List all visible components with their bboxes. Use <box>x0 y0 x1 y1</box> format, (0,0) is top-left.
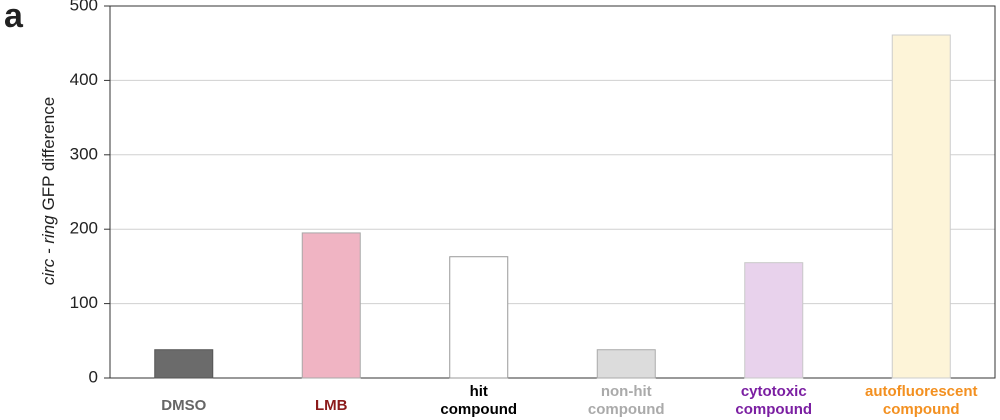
y-label-italic: circ - ring <box>39 215 58 285</box>
bar <box>744 262 804 379</box>
x-tick-label: hit compound <box>440 383 517 418</box>
x-tick-label-line: compound <box>735 401 812 418</box>
x-tick-label-line: compound <box>440 401 517 418</box>
x-tick-label-line: DMSO <box>161 397 206 414</box>
y-tick-label: 300 <box>70 144 98 163</box>
y-axis-label: circ - ring GFP difference <box>39 97 58 285</box>
y-tick-label: 200 <box>70 219 98 238</box>
bar <box>154 349 214 379</box>
x-tick-label-line: non-hit <box>601 383 652 400</box>
bar <box>449 256 509 379</box>
y-tick-label: 100 <box>70 293 98 312</box>
x-tick-label: non-hit compound <box>588 383 665 418</box>
x-tick-label-line: compound <box>588 401 665 418</box>
x-tick-label-line: cytotoxic <box>741 383 807 400</box>
x-tick-label-line: LMB <box>315 397 348 414</box>
x-tick-label-line: compound <box>883 401 960 418</box>
bar <box>596 349 656 379</box>
x-tick-label: LMB <box>315 397 348 414</box>
x-tick-label: cytotoxic compound <box>735 383 812 418</box>
x-tick-label: autofluorescent compound <box>865 383 978 418</box>
bar <box>891 34 951 379</box>
y-tick-label: 400 <box>70 70 98 89</box>
panel-label: a <box>4 0 24 35</box>
x-tick-label: DMSO <box>161 397 206 414</box>
plot-frame <box>109 5 996 379</box>
x-tick-label-line: hit <box>470 383 488 400</box>
y-tick-label: 500 <box>70 0 98 14</box>
y-label: GFP difference <box>39 97 58 211</box>
x-tick-label-line: autofluorescent <box>865 383 978 400</box>
bar <box>301 232 361 379</box>
y-tick-label: 0 <box>89 367 98 386</box>
